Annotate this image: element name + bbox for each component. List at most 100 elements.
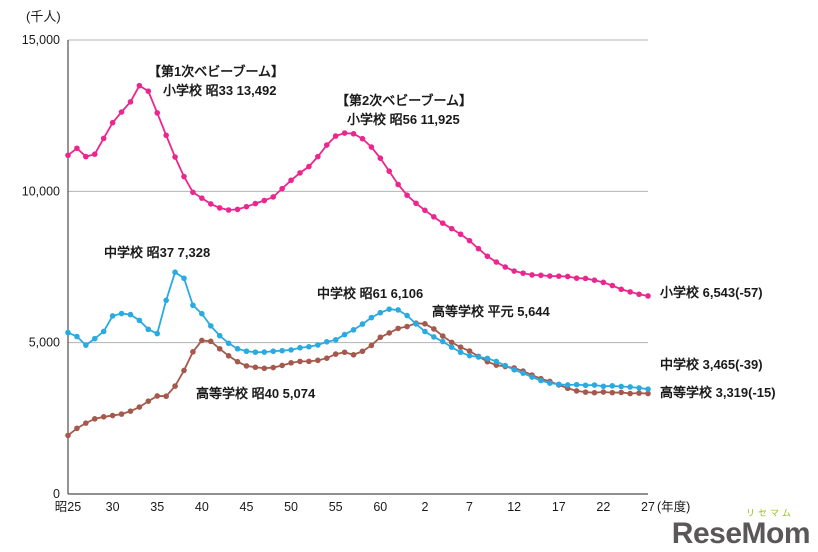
series-point-小学校 — [627, 289, 633, 295]
series-point-小学校 — [600, 279, 607, 286]
series-point-高等学校 — [74, 425, 80, 432]
series-point-高等学校 — [315, 357, 321, 364]
series-point-中学校 — [216, 332, 223, 339]
series-point-高等学校 — [91, 416, 98, 422]
series-point-小学校 — [252, 200, 259, 207]
series-point-小学校 — [74, 145, 80, 152]
series-point-中学校 — [279, 347, 285, 354]
y-tick-label: 5,000 — [29, 336, 60, 350]
series-point-高等学校 — [368, 342, 375, 349]
series-point-小学校 — [609, 282, 616, 289]
series-point-高等学校 — [395, 325, 401, 332]
series-point-小学校 — [582, 275, 589, 282]
series-point-高等学校 — [609, 389, 616, 396]
series-point-中学校 — [413, 321, 419, 327]
series-point-小学校 — [386, 168, 393, 175]
series-point-小学校 — [154, 110, 161, 116]
series-point-高等学校 — [359, 348, 366, 355]
series-point-中学校 — [306, 343, 312, 350]
series-point-高等学校 — [591, 389, 598, 396]
series-point-高等学校 — [404, 323, 410, 330]
series-point-高等学校 — [448, 339, 455, 346]
series-end-label-high-school: 高等学校 3,319(-15) — [660, 385, 776, 400]
annotation-label: 中学校 昭37 7,328 — [104, 245, 210, 260]
series-point-中学校 — [377, 309, 384, 316]
series-point-中学校 — [555, 381, 562, 388]
series-point-中学校 — [404, 312, 410, 319]
series-point-高等学校 — [145, 398, 152, 405]
series-point-中学校 — [199, 310, 205, 317]
series-point-高等学校 — [216, 345, 223, 352]
series-point-中学校 — [118, 310, 125, 317]
x-tick-label: 22 — [596, 500, 610, 514]
series-point-中学校 — [207, 323, 214, 329]
series-point-中学校 — [645, 386, 651, 392]
series-point-高等学校 — [65, 432, 71, 439]
annotation-label: 中学校 昭61 6,106 — [317, 286, 423, 301]
series-point-小学校 — [261, 197, 268, 204]
x-tick-label: 17 — [552, 500, 566, 514]
series-point-小学校 — [207, 201, 214, 207]
series-point-高等学校 — [332, 351, 339, 357]
series-point-高等学校 — [172, 383, 178, 389]
series-point-中学校 — [154, 330, 161, 337]
series-point-中学校 — [127, 311, 134, 318]
series-point-中学校 — [538, 377, 544, 384]
series-point-小学校 — [448, 225, 455, 232]
series-point-中学校 — [466, 352, 473, 359]
x-tick-label: 30 — [106, 500, 120, 514]
y-tick-label: 0 — [53, 487, 60, 501]
annotation-label: 小学校 昭56 11,925 — [347, 112, 460, 127]
series-point-小学校 — [618, 286, 625, 293]
series-point-小学校 — [243, 203, 250, 210]
series-point-高等学校 — [234, 358, 241, 365]
series-point-中学校 — [315, 342, 321, 348]
series-point-中学校 — [475, 354, 482, 360]
series-point-中学校 — [609, 383, 616, 389]
series-point-高等学校 — [83, 420, 89, 426]
series-point-高等学校 — [154, 393, 161, 399]
series-point-小学校 — [118, 109, 125, 115]
x-tick-label: 7 — [466, 500, 473, 514]
x-tick-label: 12 — [507, 500, 521, 514]
series-point-中学校 — [350, 327, 357, 333]
series-point-中学校 — [600, 383, 607, 390]
series-point-高等学校 — [109, 412, 116, 419]
series-point-高等学校 — [636, 390, 642, 396]
series-point-中学校 — [395, 307, 401, 313]
series-point-高等学校 — [431, 326, 437, 332]
series-point-高等学校 — [377, 334, 384, 341]
series-point-小学校 — [297, 170, 303, 176]
series-point-高等学校 — [100, 414, 107, 420]
series-point-小学校 — [136, 82, 143, 89]
series-point-小学校 — [225, 207, 232, 213]
series-point-中学校 — [368, 314, 375, 321]
series-point-中学校 — [109, 313, 116, 319]
series-point-中学校 — [243, 348, 250, 355]
annotation-label: 【第1次ベビーブーム】 — [148, 64, 284, 79]
series-point-中学校 — [359, 321, 366, 327]
x-tick-label: 27 — [641, 500, 655, 514]
resemom-logo-text: ReseMom — [671, 517, 811, 550]
resemom-logo: リセマム ReseMom — [671, 508, 811, 550]
series-point-中学校 — [502, 362, 509, 369]
series-point-高等学校 — [270, 364, 277, 371]
series-end-label-elementary: 小学校 6,543(-57) — [660, 285, 763, 300]
series-point-小学校 — [65, 152, 71, 159]
series-point-小学校 — [439, 220, 446, 227]
series-point-中学校 — [484, 355, 491, 362]
series-point-中学校 — [431, 334, 437, 340]
resemom-logo-kana: リセマム — [745, 508, 794, 518]
series-point-中学校 — [190, 302, 196, 309]
series-point-中学校 — [83, 342, 89, 348]
series-point-小学校 — [591, 277, 598, 283]
series-point-中学校 — [252, 349, 259, 355]
series-point-高等学校 — [323, 355, 330, 361]
series-point-小学校 — [350, 130, 357, 137]
series-point-高等学校 — [350, 351, 357, 358]
series-point-高等学校 — [261, 365, 268, 372]
series-point-中学校 — [573, 381, 580, 388]
x-tick-label: 昭25 — [55, 500, 81, 514]
series-point-小学校 — [199, 195, 205, 201]
